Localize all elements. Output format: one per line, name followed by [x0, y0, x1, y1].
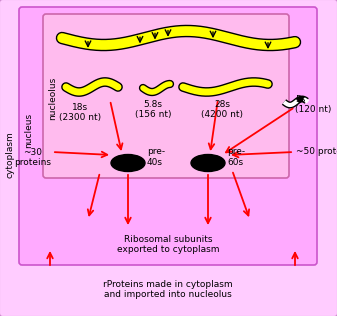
- Text: rProteins made in cytoplasm
and imported into nucleolus: rProteins made in cytoplasm and imported…: [103, 280, 233, 299]
- Text: nucleolus: nucleolus: [49, 76, 58, 120]
- FancyBboxPatch shape: [19, 7, 317, 265]
- Ellipse shape: [191, 155, 225, 172]
- Text: cytoplasm: cytoplasm: [5, 132, 14, 178]
- Text: 5s
(120 nt): 5s (120 nt): [295, 95, 331, 114]
- Text: pre-
40s: pre- 40s: [147, 147, 165, 167]
- Text: 5.8s
(156 nt): 5.8s (156 nt): [135, 100, 171, 119]
- Text: 18s
(2300 nt): 18s (2300 nt): [59, 103, 101, 122]
- Text: 28s
(4200 nt): 28s (4200 nt): [201, 100, 243, 119]
- Ellipse shape: [111, 155, 145, 172]
- Text: nucleus: nucleus: [25, 112, 33, 148]
- Text: Ribosomal subunits
exported to cytoplasm: Ribosomal subunits exported to cytoplasm: [117, 235, 219, 254]
- Text: ~30
proteins: ~30 proteins: [14, 148, 52, 167]
- Text: pre-
60s: pre- 60s: [227, 147, 245, 167]
- Text: ~50 proteins: ~50 proteins: [296, 147, 337, 156]
- FancyBboxPatch shape: [43, 14, 289, 178]
